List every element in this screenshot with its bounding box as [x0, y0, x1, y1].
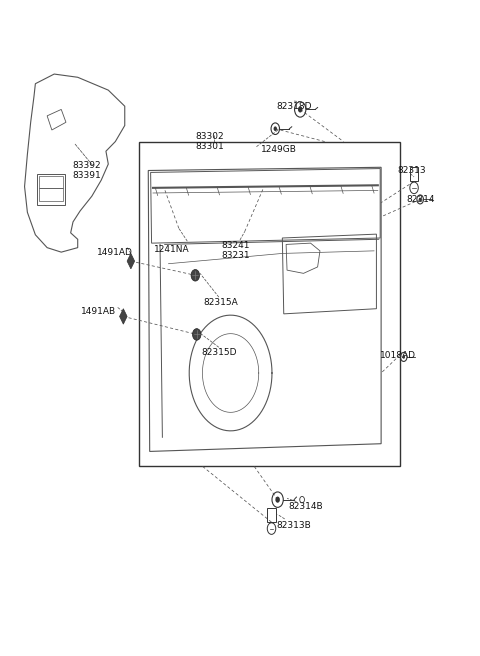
Text: 1018AD: 1018AD: [380, 350, 416, 359]
Text: 82314: 82314: [407, 195, 435, 204]
Text: 83392
83391: 83392 83391: [73, 161, 101, 180]
Text: 83302
83301: 83302 83301: [195, 132, 224, 151]
Text: 1241NA: 1241NA: [154, 245, 190, 254]
Text: 82318D: 82318D: [276, 102, 312, 111]
Bar: [410, 167, 418, 182]
Text: 1491AD: 1491AD: [97, 248, 133, 256]
Circle shape: [191, 270, 200, 281]
Circle shape: [276, 497, 280, 502]
Bar: [37, 174, 65, 205]
Polygon shape: [120, 309, 127, 324]
Circle shape: [298, 106, 302, 113]
Text: 1249GB: 1249GB: [261, 145, 297, 154]
Text: 82313: 82313: [397, 166, 426, 175]
Text: 82313B: 82313B: [277, 521, 312, 530]
Bar: [39, 176, 63, 188]
Circle shape: [274, 127, 277, 131]
Text: 82315D: 82315D: [201, 348, 237, 357]
Text: 1491AB: 1491AB: [81, 307, 117, 316]
Circle shape: [192, 329, 201, 340]
Circle shape: [402, 355, 405, 359]
Bar: [267, 508, 276, 522]
Bar: [39, 188, 63, 201]
Polygon shape: [127, 253, 134, 269]
Text: 83241
83231: 83241 83231: [221, 241, 250, 260]
Bar: [139, 142, 400, 466]
Text: 82315A: 82315A: [204, 298, 239, 307]
Circle shape: [419, 197, 421, 201]
Text: 82314B: 82314B: [288, 502, 323, 511]
